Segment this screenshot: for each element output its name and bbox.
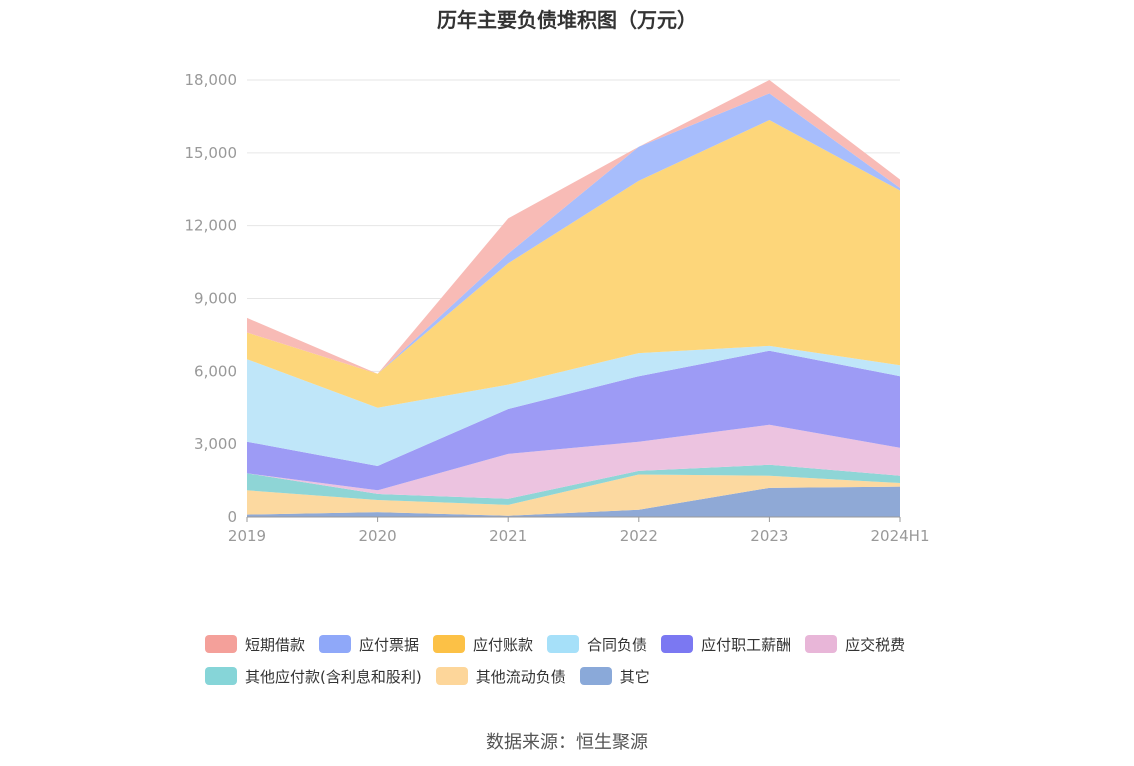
y-tick-label: 12,000 bbox=[185, 217, 238, 235]
legend-item-accounts-payable[interactable]: 应付账款 bbox=[433, 634, 533, 655]
legend: 短期借款 应付票据 应付账款 合同负债 应付职工薪酬 应交税费 其他应付款(含利… bbox=[205, 628, 965, 692]
legend-row-2: 其他应付款(含利息和股利) 其他流动负债 其它 bbox=[205, 660, 965, 692]
y-tick-label: 15,000 bbox=[185, 144, 238, 162]
legend-swatch bbox=[547, 635, 580, 653]
area-series-其他流动负债 bbox=[247, 474, 900, 516]
legend-label: 其它 bbox=[619, 667, 650, 686]
legend-label: 合同负债 bbox=[587, 635, 648, 654]
x-tick-label: 2021 bbox=[489, 527, 527, 545]
legend-item-taxes-payable[interactable]: 应交税费 bbox=[805, 634, 905, 655]
legend-swatch bbox=[205, 635, 237, 653]
area-series-应交税费 bbox=[247, 424, 900, 499]
x-tick-label: 2019 bbox=[228, 527, 266, 545]
legend-label: 其他流动负债 bbox=[475, 667, 566, 686]
legend-item-others[interactable]: 其它 bbox=[579, 666, 650, 687]
legend-item-employee-payable[interactable]: 应付职工薪酬 bbox=[661, 634, 791, 655]
y-tick-label: 18,000 bbox=[185, 71, 238, 89]
legend-label: 应付票据 bbox=[359, 635, 420, 654]
x-tick-label: 2024H1 bbox=[871, 527, 930, 545]
legend-swatch bbox=[435, 667, 468, 685]
y-tick-label: 6,000 bbox=[194, 362, 237, 380]
legend-label: 应付账款 bbox=[473, 635, 534, 654]
chart-title: 历年主要负债堆积图（万元） bbox=[437, 8, 697, 32]
legend-item-notes-payable[interactable]: 应付票据 bbox=[319, 634, 419, 655]
data-source-note: 数据来源：恒生聚源 bbox=[486, 732, 648, 753]
x-tick-label: 2020 bbox=[359, 527, 397, 545]
area-layer bbox=[247, 80, 900, 517]
y-tick-label: 0 bbox=[227, 508, 237, 526]
legend-swatch bbox=[805, 635, 838, 653]
area-series-其它 bbox=[247, 486, 900, 517]
legend-item-other-current-liabilities[interactable]: 其他流动负债 bbox=[435, 666, 566, 687]
y-tick-label: 9,000 bbox=[194, 290, 237, 308]
legend-swatch bbox=[319, 635, 352, 653]
area-series-应付职工薪酬 bbox=[247, 350, 900, 491]
legend-item-contract-liabilities[interactable]: 合同负债 bbox=[547, 634, 647, 655]
legend-label: 应付职工薪酬 bbox=[701, 635, 792, 654]
y-tick-label: 3,000 bbox=[194, 435, 237, 453]
legend-label: 短期借款 bbox=[245, 635, 306, 654]
axis-layer: 0 3,000 6,000 9,000 12,000 15,000 18,000 2019 20… bbox=[185, 71, 930, 545]
legend-item-short-term-loans[interactable]: 短期借款 bbox=[205, 634, 305, 655]
legend-label: 应交税费 bbox=[845, 635, 906, 654]
legend-swatch bbox=[205, 667, 237, 685]
x-tick-label: 2023 bbox=[750, 527, 788, 545]
legend-item-other-payables[interactable]: 其他应付款(含利息和股利) bbox=[205, 666, 422, 687]
area-series-合同负债 bbox=[247, 345, 900, 467]
legend-label: 其他应付款(含利息和股利) bbox=[245, 667, 422, 686]
legend-swatch bbox=[433, 635, 466, 653]
stacked-area-chart: 0 3,000 6,000 9,000 12,000 15,000 18,000 2019 20… bbox=[185, 71, 930, 545]
legend-swatch bbox=[661, 635, 694, 653]
x-tick-label: 2022 bbox=[620, 527, 658, 545]
legend-swatch bbox=[579, 667, 612, 685]
legend-row-1: 短期借款 应付票据 应付账款 合同负债 应付职工薪酬 应交税费 bbox=[205, 628, 965, 660]
area-series-应付账款 bbox=[247, 120, 900, 408]
